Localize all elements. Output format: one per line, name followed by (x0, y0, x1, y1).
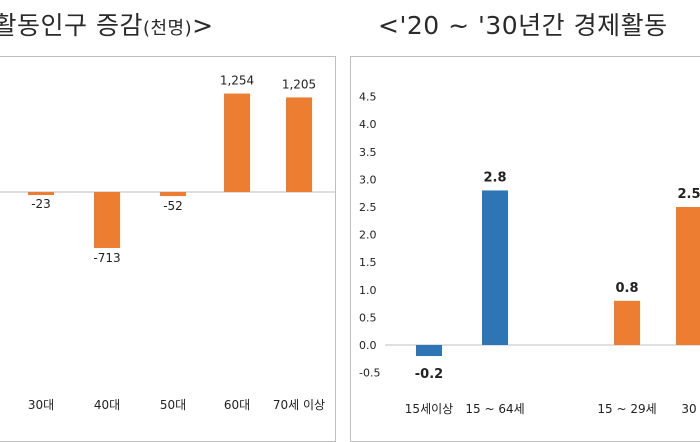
bar (160, 192, 186, 197)
y-tick-label: 4.0 (359, 118, 377, 131)
x-tick-label: 40대 (94, 398, 120, 412)
bar (614, 300, 640, 345)
x-tick-label: 15 ~ 29세 (597, 402, 656, 416)
y-tick-label: 3.5 (359, 146, 377, 159)
x-tick-label: 50대 (160, 398, 186, 412)
data-label: 0.8 (615, 281, 638, 296)
data-label: 2.8 (483, 170, 506, 185)
x-tick-label: 70세 이상 (273, 398, 325, 412)
y-tick-label: 0.0 (359, 339, 377, 352)
y-tick-label: 1.0 (359, 284, 377, 297)
right-chart-title: <'20 ~ '30년간 경제활동 (378, 6, 668, 42)
bar (224, 93, 250, 192)
x-tick-label: 15 ~ 64세 (465, 402, 524, 416)
data-label: 2.5 (677, 187, 700, 202)
y-tick-label: 1.5 (359, 256, 377, 269)
y-tick-label: 4.5 (359, 91, 377, 104)
right-chart-panel: -0.5 0.0 0.5 1.0 1.5 2.0 2.5 3.0 3.5 4.0 4.5 -0.2 15… (350, 56, 700, 442)
data-label: -0.2 (415, 367, 443, 382)
bar (94, 192, 120, 248)
x-tick-label: 30대 (28, 398, 54, 412)
bar (416, 345, 442, 357)
left-title-unit: (천명) (142, 18, 193, 39)
left-title-main: 제활동인구 증감 (0, 11, 143, 40)
y-tick-label: 2.5 (359, 201, 377, 214)
x-tick-label: 60대 (224, 398, 250, 412)
right-title-main: <'20 ~ '30년간 경제활동 (378, 11, 668, 40)
left-title-suffix: > (192, 11, 214, 40)
x-tick-label: 15세이상 (405, 402, 453, 416)
y-tick-label: 3.0 (359, 173, 377, 186)
data-label: 1,205 (282, 77, 316, 91)
data-label: -713 (93, 251, 120, 265)
y-tick-label: 2.0 (359, 229, 377, 242)
left-chart-title: 제활동인구 증감(천명)> (0, 6, 214, 42)
y-tick-label: 0.5 (359, 311, 377, 324)
bar (28, 192, 54, 195)
data-label: -23 (31, 197, 51, 211)
right-bar-chart: -0.5 0.0 0.5 1.0 1.5 2.0 2.5 3.0 3.5 4.0 4.5 -0.2 15… (359, 91, 700, 416)
bar (676, 207, 700, 345)
bar (482, 190, 508, 345)
data-label: -52 (163, 199, 183, 213)
bar (286, 97, 312, 192)
data-label: 1,254 (220, 74, 254, 88)
x-tick-label: 30 (681, 402, 696, 416)
y-tick-label: -0.5 (359, 367, 380, 380)
